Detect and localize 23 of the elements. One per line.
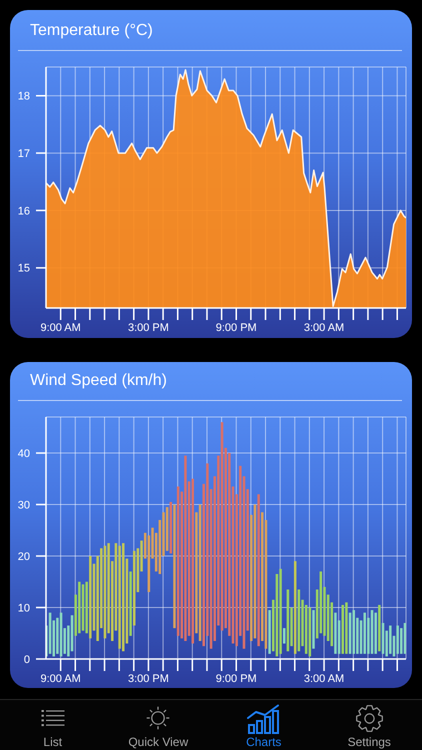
x-tick-label: 9:00 AM xyxy=(40,322,81,334)
y-tick-label: 17 xyxy=(18,148,30,160)
y-tick-label: 20 xyxy=(18,550,30,563)
chart-title: Temperature (°C) xyxy=(30,22,153,39)
x-tick-label: 3:00 PM xyxy=(128,672,169,685)
y-tick-label: 0 xyxy=(24,654,30,666)
chart-title: Wind Speed (km/h) xyxy=(30,372,167,389)
text: Quick View xyxy=(128,735,188,749)
y-tick-label: 10 xyxy=(18,602,30,614)
y-tick-label: 30 xyxy=(18,499,30,512)
text: Charts xyxy=(246,735,282,749)
text: Settings xyxy=(348,735,391,749)
x-tick-label: 9:00 PM xyxy=(216,322,257,334)
y-tick-label: 15 xyxy=(18,262,30,275)
y-tick-label: 16 xyxy=(18,205,30,218)
x-tick-label: 3:00 AM xyxy=(304,322,344,334)
x-tick-label: 3:00 PM xyxy=(128,322,169,334)
x-tick-label: 3:00 AM xyxy=(304,672,344,685)
x-tick-label: 9:00 PM xyxy=(216,672,257,685)
x-tick-label: 9:00 AM xyxy=(40,672,81,685)
y-tick-label: 18 xyxy=(18,90,30,103)
text: List xyxy=(43,735,62,749)
y-tick-label: 40 xyxy=(18,448,30,460)
